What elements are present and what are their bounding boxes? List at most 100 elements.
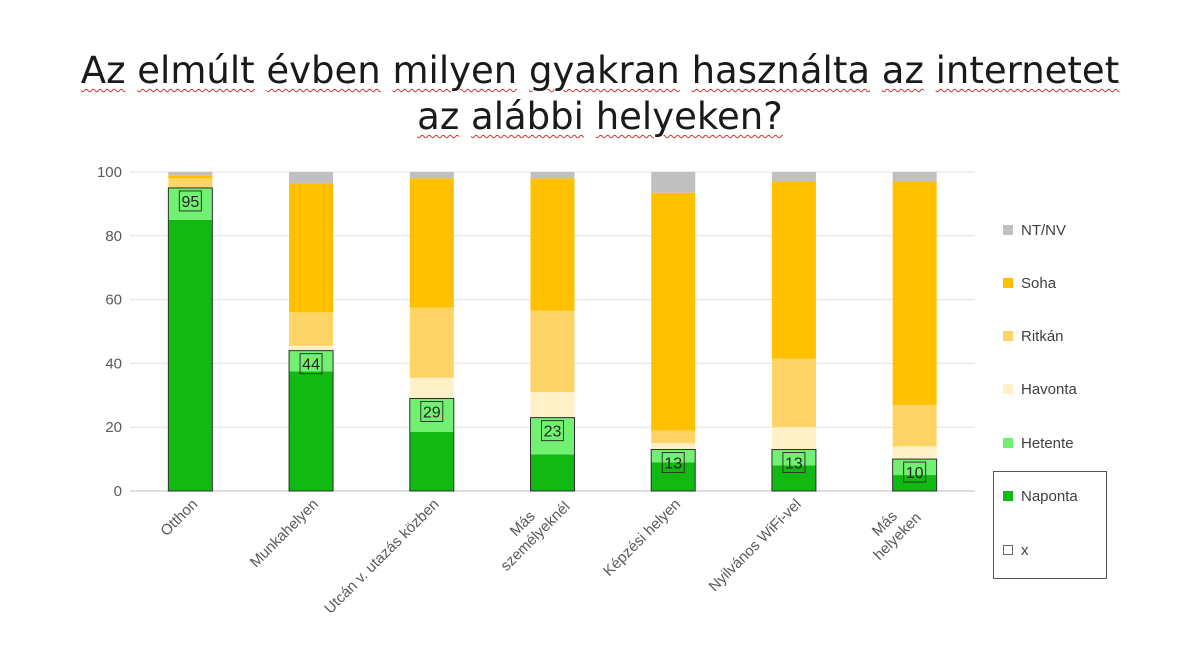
title-word: elmúlt bbox=[137, 49, 255, 92]
bar-segment-soha bbox=[168, 175, 213, 179]
bar-segment-ritk-n bbox=[409, 307, 454, 378]
legend-item-nt-nv: NT/NV bbox=[1003, 220, 1066, 240]
x-tick-label-line: személyeknél bbox=[497, 498, 573, 574]
data-label-box bbox=[420, 400, 444, 422]
bar-segment-naponta bbox=[530, 454, 575, 491]
bar-outline bbox=[409, 397, 455, 492]
bar-segment-nt-nv bbox=[289, 172, 334, 184]
bar-outline bbox=[288, 350, 334, 492]
bar-segment-havonta bbox=[530, 392, 575, 418]
data-label-box bbox=[299, 353, 323, 375]
title-word: alábbi bbox=[471, 95, 584, 138]
chart-title-line-1: Az elmúlt évben milyen gyakran használta… bbox=[0, 48, 1200, 94]
x-tick-label-line: Munkahelyen bbox=[247, 496, 322, 571]
bar-segment-hetente bbox=[530, 417, 575, 455]
bar-outline bbox=[771, 449, 817, 492]
legend-swatch bbox=[1003, 278, 1013, 288]
bar-outline bbox=[892, 458, 938, 492]
bar-segment-ritk-n bbox=[651, 430, 696, 444]
bar-segment-nt-nv bbox=[409, 172, 454, 179]
bar-segment-ritk-n bbox=[892, 404, 937, 447]
bar-outline bbox=[650, 449, 696, 492]
bar-segment-nt-nv bbox=[651, 172, 696, 193]
title-word: Az bbox=[80, 49, 126, 92]
bar-segment-nt-nv bbox=[168, 172, 213, 176]
title-word: internetet bbox=[935, 49, 1120, 92]
legend-swatch bbox=[1003, 438, 1013, 448]
x-tick-label-line: Utcán v. utazás közben bbox=[321, 496, 442, 617]
legend-label: Ritkán bbox=[1021, 327, 1064, 345]
legend-item-havonta: Havonta bbox=[1003, 379, 1077, 399]
x-tick-label: Otthon bbox=[157, 496, 201, 540]
data-label: 44 bbox=[302, 357, 320, 374]
x-tick-label: Utcán v. utazás közben bbox=[321, 496, 442, 617]
bar-segment-naponta bbox=[289, 371, 334, 491]
bar-segment-havonta bbox=[289, 345, 334, 351]
title-word: gyakran bbox=[529, 49, 680, 92]
data-label-box bbox=[903, 461, 927, 483]
bar-segment-nt-nv bbox=[892, 172, 937, 182]
title-word: milyen bbox=[392, 49, 518, 92]
y-tick-label: 40 bbox=[105, 355, 122, 372]
y-tick-label: 80 bbox=[105, 228, 122, 245]
bar-segment-naponta bbox=[771, 465, 816, 491]
legend-swatch bbox=[1003, 225, 1013, 235]
bar-segment-havonta bbox=[892, 446, 937, 460]
bar-segment-soha bbox=[530, 178, 575, 311]
bar-segment-havonta bbox=[771, 427, 816, 450]
chart-title-line-2: az alábbi helyeken? bbox=[0, 94, 1200, 140]
bar-outline bbox=[530, 417, 575, 492]
bar-segment-hetente bbox=[409, 398, 454, 432]
x-tick-label: Munkahelyen bbox=[247, 496, 322, 571]
bar-outline bbox=[167, 187, 213, 492]
chart-title: Az elmúlt évben milyen gyakran használta… bbox=[0, 48, 1200, 140]
x-tick-label: Képzési helyen bbox=[600, 496, 684, 580]
bar-segment-soha bbox=[651, 192, 696, 431]
legend-label: Soha bbox=[1021, 274, 1057, 292]
y-tick-label: 0 bbox=[114, 483, 122, 500]
bar-segment-ritk-n bbox=[771, 358, 816, 428]
bar-segment-naponta bbox=[409, 431, 454, 491]
data-label: 23 bbox=[544, 424, 562, 441]
data-label-box bbox=[178, 190, 202, 212]
title-word: helyeken? bbox=[595, 95, 783, 138]
bar-segment-havonta bbox=[409, 377, 454, 399]
bar-segment-ritk-n bbox=[530, 310, 575, 393]
data-label-box bbox=[541, 420, 564, 442]
bar-segment-nt-nv bbox=[771, 172, 816, 182]
bar-segment-ritk-n bbox=[168, 178, 213, 188]
legend-item-hetente: Hetente bbox=[1003, 433, 1074, 453]
legend-swatch bbox=[1003, 491, 1013, 501]
legend-item-naponta: Naponta bbox=[1003, 486, 1078, 506]
legend-label: Havonta bbox=[1021, 380, 1077, 398]
bar-segment-soha bbox=[409, 178, 454, 308]
data-label: 13 bbox=[664, 456, 682, 473]
data-label: 29 bbox=[423, 404, 441, 421]
x-tick-label: Máshelyeken bbox=[858, 496, 925, 563]
legend-label: NT/NV bbox=[1021, 221, 1066, 239]
legend-item-ritk-n: Ritkán bbox=[1003, 326, 1064, 346]
y-tick-label: 100 bbox=[97, 164, 122, 181]
bar-segment-nt-nv bbox=[530, 172, 575, 179]
bar-segment-hetente bbox=[168, 187, 213, 220]
x-tick-label: Másszemélyeknél bbox=[485, 486, 574, 575]
bar-segment-soha bbox=[771, 181, 816, 359]
x-tick-label-line: Képzési helyen bbox=[600, 496, 684, 580]
data-label: 13 bbox=[785, 456, 803, 473]
legend-highlight-box bbox=[993, 471, 1107, 579]
title-word: az bbox=[417, 95, 460, 138]
data-label: 10 bbox=[906, 465, 924, 482]
bar-segment-soha bbox=[892, 181, 937, 405]
data-label: 95 bbox=[181, 194, 199, 211]
data-label-box bbox=[661, 452, 685, 474]
x-tick-label: Nyilvános WiFi-vel bbox=[706, 496, 805, 595]
bar-segment-ritk-n bbox=[289, 312, 334, 346]
x-tick-label-line: Otthon bbox=[157, 496, 201, 540]
title-word: használta bbox=[691, 49, 870, 92]
legend-label: Naponta bbox=[1021, 487, 1078, 505]
bar-segment-havonta bbox=[651, 443, 696, 450]
legend-swatch bbox=[1003, 331, 1013, 341]
x-tick-label-line: Nyilvános WiFi-vel bbox=[706, 496, 805, 595]
y-tick-label: 20 bbox=[105, 419, 122, 436]
